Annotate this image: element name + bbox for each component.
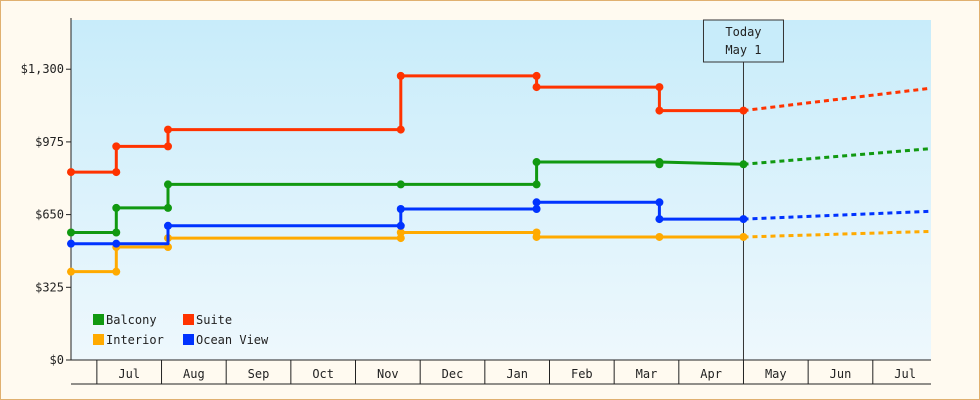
data-point xyxy=(112,203,121,212)
y-tick-label: $0 xyxy=(50,353,64,367)
series-forecast xyxy=(743,86,932,113)
x-tick-label: Mar xyxy=(636,367,658,381)
data-point xyxy=(655,106,664,115)
data-point xyxy=(532,198,541,207)
series-forecast xyxy=(743,209,932,221)
legend-label: Ocean View xyxy=(196,333,269,347)
data-point xyxy=(739,160,748,169)
data-point xyxy=(739,106,748,115)
today-box xyxy=(702,19,784,63)
data-point xyxy=(67,168,75,177)
x-tick-label: May xyxy=(765,367,787,381)
x-tick-label: Apr xyxy=(700,367,722,381)
data-point xyxy=(163,180,172,189)
x-tick-label: Jun xyxy=(830,367,852,381)
legend-swatch xyxy=(183,334,194,345)
x-tick-label: Oct xyxy=(312,367,334,381)
data-point xyxy=(112,168,121,177)
data-point xyxy=(532,83,541,92)
x-tick-label: Jan xyxy=(506,367,528,381)
data-point xyxy=(532,158,541,167)
data-point xyxy=(163,125,172,134)
data-point xyxy=(67,239,75,248)
data-point xyxy=(532,180,541,189)
series-forecast xyxy=(743,147,932,166)
data-point xyxy=(655,215,664,224)
legend-swatch xyxy=(93,314,104,325)
data-point xyxy=(655,83,664,92)
series-line xyxy=(71,160,744,234)
series-forecast xyxy=(743,229,932,239)
y-tick-label: $1,300 xyxy=(21,62,64,76)
data-point xyxy=(396,180,405,189)
plot-background xyxy=(71,20,931,360)
x-tick-label: Aug xyxy=(183,367,205,381)
legend-swatch xyxy=(183,314,194,325)
data-point xyxy=(532,205,541,214)
y-tick-label: $650 xyxy=(35,208,64,222)
today-label: Today xyxy=(725,25,761,39)
x-tick-label: Nov xyxy=(377,367,399,381)
data-point xyxy=(655,232,664,241)
x-tick-label: Sep xyxy=(248,367,270,381)
x-tick-label: Jul xyxy=(118,367,140,381)
today-date: May 1 xyxy=(725,43,761,57)
y-tick-label: $975 xyxy=(35,135,64,149)
data-point xyxy=(67,267,75,276)
data-point xyxy=(396,205,405,214)
legend-label: Interior xyxy=(106,333,164,347)
data-point xyxy=(163,221,172,230)
data-point xyxy=(112,267,121,276)
data-point xyxy=(739,215,748,224)
x-tick-label: Feb xyxy=(571,367,593,381)
legend-swatch xyxy=(93,334,104,345)
legend-label: Suite xyxy=(196,313,232,327)
y-tick-label: $325 xyxy=(35,280,64,294)
x-tick-label: Jul xyxy=(894,367,916,381)
data-point xyxy=(396,234,405,243)
data-point xyxy=(739,232,748,241)
data-point xyxy=(655,198,664,207)
data-point xyxy=(396,125,405,134)
data-point xyxy=(163,203,172,212)
data-point xyxy=(396,228,405,237)
x-tick-label: Dec xyxy=(442,367,464,381)
data-point xyxy=(112,239,121,248)
data-point xyxy=(163,142,172,151)
data-point xyxy=(655,160,664,169)
data-point xyxy=(396,221,405,230)
data-point xyxy=(396,71,405,80)
data-point xyxy=(112,228,121,237)
data-point xyxy=(112,142,121,151)
legend-label: Balcony xyxy=(106,313,157,327)
data-point xyxy=(532,232,541,241)
data-point xyxy=(67,228,75,237)
data-point xyxy=(532,71,541,80)
